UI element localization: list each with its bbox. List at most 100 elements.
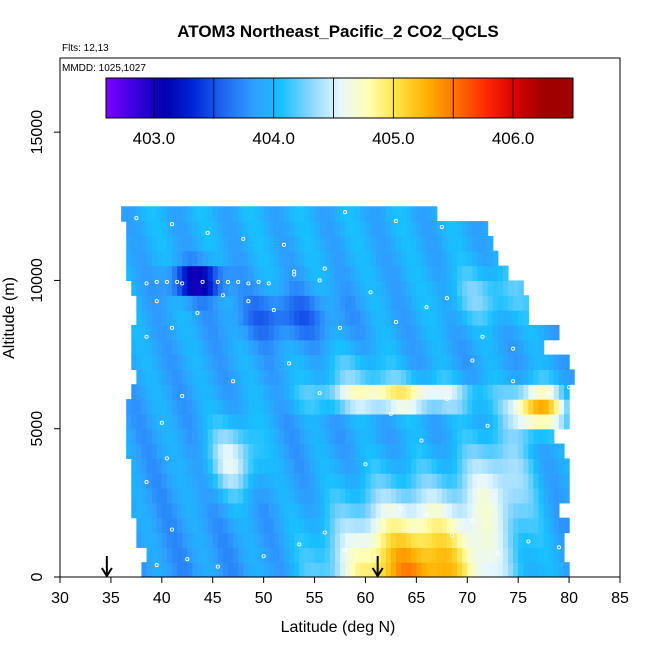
colorbar-segment	[339, 78, 370, 118]
heatmap-cell	[426, 250, 433, 267]
heatmap-cell	[375, 473, 382, 489]
heatmap-cell	[299, 250, 305, 267]
chart-title: ATOM3 Northeast_Pacific_2 CO2_QCLS	[177, 22, 499, 41]
heatmap-cell	[472, 428, 479, 445]
heatmap-cell	[197, 369, 204, 385]
heatmap-cell	[385, 428, 392, 445]
sample-point	[205, 230, 210, 236]
heatmap-cell	[182, 458, 188, 474]
heatmap-cell	[258, 295, 265, 311]
heatmap-cell	[334, 532, 341, 548]
heatmap-cell	[253, 280, 260, 296]
heatmap-cell	[314, 428, 321, 445]
heatmap-cell	[375, 488, 382, 504]
sample-point	[470, 358, 475, 363]
heatmap-cell	[462, 280, 468, 296]
y-axis-tick-label: 10000	[29, 258, 46, 303]
heatmap-cell	[187, 235, 193, 252]
heatmap-cell	[228, 458, 234, 474]
heatmap-cell	[446, 310, 453, 326]
heatmap-cell	[253, 458, 260, 474]
heatmap-cell	[243, 458, 249, 474]
heatmap-cell	[487, 354, 494, 370]
heatmap-cell	[324, 310, 331, 326]
heatmap-cell	[258, 339, 265, 356]
heatmap-cell	[355, 502, 361, 519]
heatmap-cell	[172, 502, 178, 519]
sample-point	[180, 281, 185, 286]
heatmap-cell	[436, 443, 443, 459]
heatmap-cell	[187, 399, 193, 415]
heatmap-cell	[294, 473, 300, 489]
heatmap-cell	[385, 488, 392, 504]
heatmap-cell	[161, 369, 168, 385]
heatmap-cell	[508, 473, 514, 489]
heatmap-cell	[452, 324, 458, 341]
heatmap-cell	[243, 428, 249, 445]
heatmap-cell	[340, 235, 346, 252]
heatmap-cell	[238, 413, 244, 430]
heatmap-cell	[340, 488, 346, 504]
heatmap-cell	[166, 280, 173, 296]
heatmap-cell	[192, 399, 199, 415]
heatmap-cell	[370, 502, 377, 519]
heatmap-cell	[273, 458, 280, 474]
heatmap-cell	[253, 502, 260, 519]
heatmap-cell	[390, 221, 397, 237]
heatmap-cell	[299, 295, 305, 311]
heatmap-cell	[268, 458, 275, 474]
heatmap-cell	[406, 384, 412, 400]
heatmap-cell	[406, 458, 412, 474]
heatmap-cell	[508, 295, 514, 311]
heatmap-cell	[421, 443, 428, 459]
heatmap-cell	[446, 562, 453, 578]
heatmap-cell	[446, 265, 453, 282]
heatmap-cell	[406, 413, 412, 430]
heatmap-cell	[156, 488, 163, 504]
heatmap-cell	[538, 443, 545, 459]
heatmap-cell	[406, 369, 412, 385]
heatmap-cell	[278, 280, 285, 296]
heatmap-cell	[243, 324, 249, 341]
heatmap-cell	[166, 399, 173, 415]
heatmap-cell	[334, 413, 341, 430]
heatmap-cell	[380, 532, 387, 548]
heatmap-cell	[166, 502, 173, 519]
heatmap-cell	[324, 280, 331, 296]
heatmap-cell	[233, 473, 239, 489]
heatmap-cell	[492, 517, 499, 534]
heatmap-cell	[401, 250, 407, 267]
heatmap-cell	[548, 517, 555, 534]
heatmap-cell	[172, 369, 178, 385]
heatmap-cell	[360, 339, 367, 356]
heatmap-cell	[411, 339, 417, 356]
heatmap-cell	[370, 473, 377, 489]
heatmap-cell	[161, 443, 168, 459]
heatmap-cell	[446, 428, 453, 445]
heatmap-cell	[416, 458, 423, 474]
heatmap-cell	[177, 443, 183, 459]
heatmap-cell	[319, 428, 326, 445]
heatmap-cell	[441, 399, 448, 415]
heatmap-cell	[284, 443, 290, 459]
heatmap-cell	[294, 310, 300, 326]
heatmap-cell	[518, 295, 524, 311]
heatmap-cell	[457, 547, 463, 563]
heatmap-cell	[319, 547, 326, 563]
heatmap-cell	[146, 532, 153, 548]
heatmap-cell	[222, 413, 229, 430]
heatmap-cell	[360, 562, 367, 578]
heatmap-cell	[502, 517, 509, 534]
heatmap-cell	[166, 324, 173, 341]
heatmap-cell	[365, 517, 372, 534]
heatmap-cell	[370, 532, 377, 548]
heatmap-cell	[324, 443, 331, 459]
heatmap-cell	[502, 280, 509, 296]
heatmap-cell	[345, 473, 351, 489]
heatmap-cell	[355, 517, 361, 534]
heatmap-cell	[548, 547, 555, 563]
heatmap-cell	[426, 339, 433, 356]
heatmap-cell	[390, 295, 397, 311]
heatmap-cell	[166, 428, 173, 445]
heatmap-cell	[238, 517, 244, 534]
